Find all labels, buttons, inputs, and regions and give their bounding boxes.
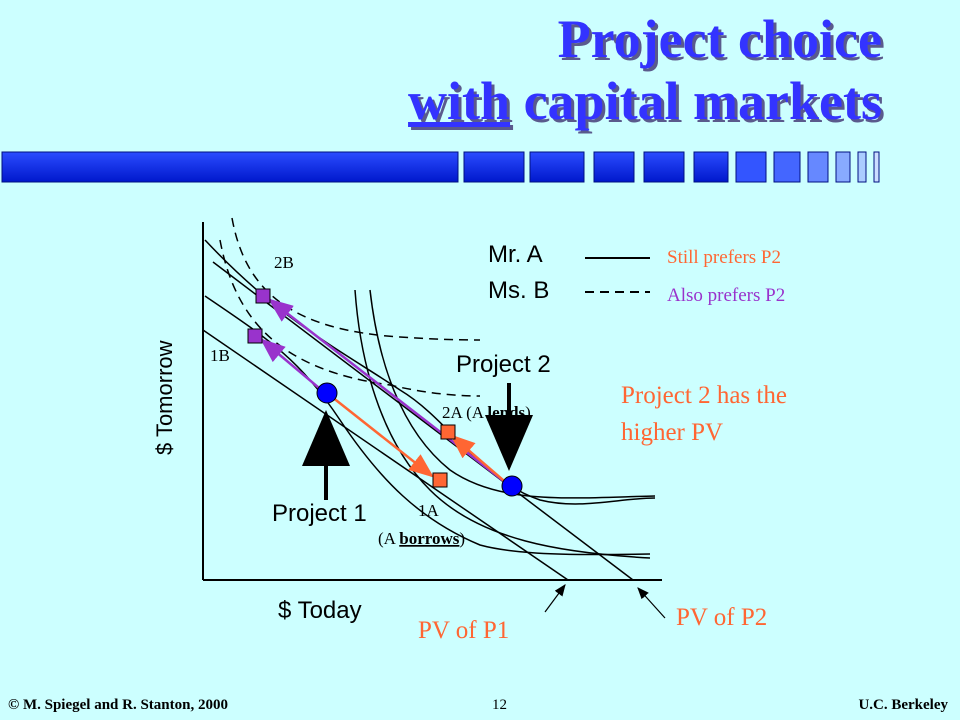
label-1a-close: ) (459, 529, 465, 548)
legend-also-prefers: Also prefers P2 (667, 285, 785, 306)
decorative-bar-strip (1, 151, 880, 183)
note-line-2: higher PV (621, 419, 723, 446)
label-2a-lends: lends (487, 403, 525, 422)
bar-segment (735, 151, 767, 183)
pv-p1-label: PV of P1 (418, 617, 509, 644)
point-2b (255, 288, 271, 304)
bar-segment (807, 151, 829, 183)
legend-still-prefers: Still prefers P2 (667, 247, 781, 268)
legend-ms-b: Ms. B (488, 277, 549, 304)
x-axis-label: $ Today (278, 597, 362, 624)
bar-segment (693, 151, 729, 183)
project-curve-outer (204, 239, 656, 505)
project-2-point (501, 475, 523, 497)
label-1a-open: (A (378, 529, 399, 548)
bar-segment (873, 151, 880, 183)
project-2-label: Project 2 (456, 351, 551, 378)
bar-segment (593, 151, 635, 183)
label-1b: 1B (210, 346, 230, 365)
project-1-point (316, 382, 338, 404)
point-2a (440, 424, 456, 440)
mr-a-indifference-1 (354, 289, 651, 559)
pv-p1-arrow (544, 584, 566, 613)
footer-copyright: © M. Spiegel and R. Stanton, 2000 (8, 697, 228, 713)
label-1a: 1A (418, 501, 440, 520)
bar-segment (835, 151, 851, 183)
mr-a-indifference-2 (369, 289, 656, 499)
footer-institution: U.C. Berkeley (858, 697, 948, 713)
orange-arrow-to-2a (450, 434, 511, 487)
pv-p2-label: PV of P2 (676, 604, 767, 631)
label-2a: 2A (A lends) (442, 403, 531, 422)
legend-mr-a: Mr. A (488, 241, 543, 268)
title-with: with (408, 71, 511, 131)
project-1-label: Project 1 (272, 500, 367, 527)
label-2a-text: 2A (A (442, 403, 487, 422)
title-line-2: capital markets (510, 71, 882, 131)
title-line-1: Project choice (557, 9, 882, 69)
pv-p2-arrow (637, 587, 666, 619)
ms-b-indifference-2 (231, 217, 481, 341)
bar-segment (643, 151, 685, 183)
bar-segment (529, 151, 585, 183)
slide-title: Project choice with capital markets (182, 8, 882, 132)
point-1a (432, 472, 448, 488)
label-1a-borrows: borrows (399, 529, 460, 548)
orange-arrow-to-1a (326, 392, 434, 478)
y-axis-label: $ Tomorrow (152, 340, 177, 455)
ms-b-indifference-1 (219, 239, 481, 397)
bar-segment (463, 151, 525, 183)
market-line-p1 (202, 329, 569, 581)
label-2b: 2B (274, 253, 294, 272)
footer-page-number: 12 (492, 697, 507, 713)
note-line-1: Project 2 has the (621, 382, 787, 409)
bar-segment (857, 151, 867, 183)
purple-arrow-to-1b (260, 338, 326, 394)
bar-segment (1, 151, 459, 183)
point-1b (247, 328, 263, 344)
label-2a-close: ) (525, 403, 531, 422)
bar-segment (773, 151, 801, 183)
label-1a-sub: (A borrows) (378, 529, 465, 548)
